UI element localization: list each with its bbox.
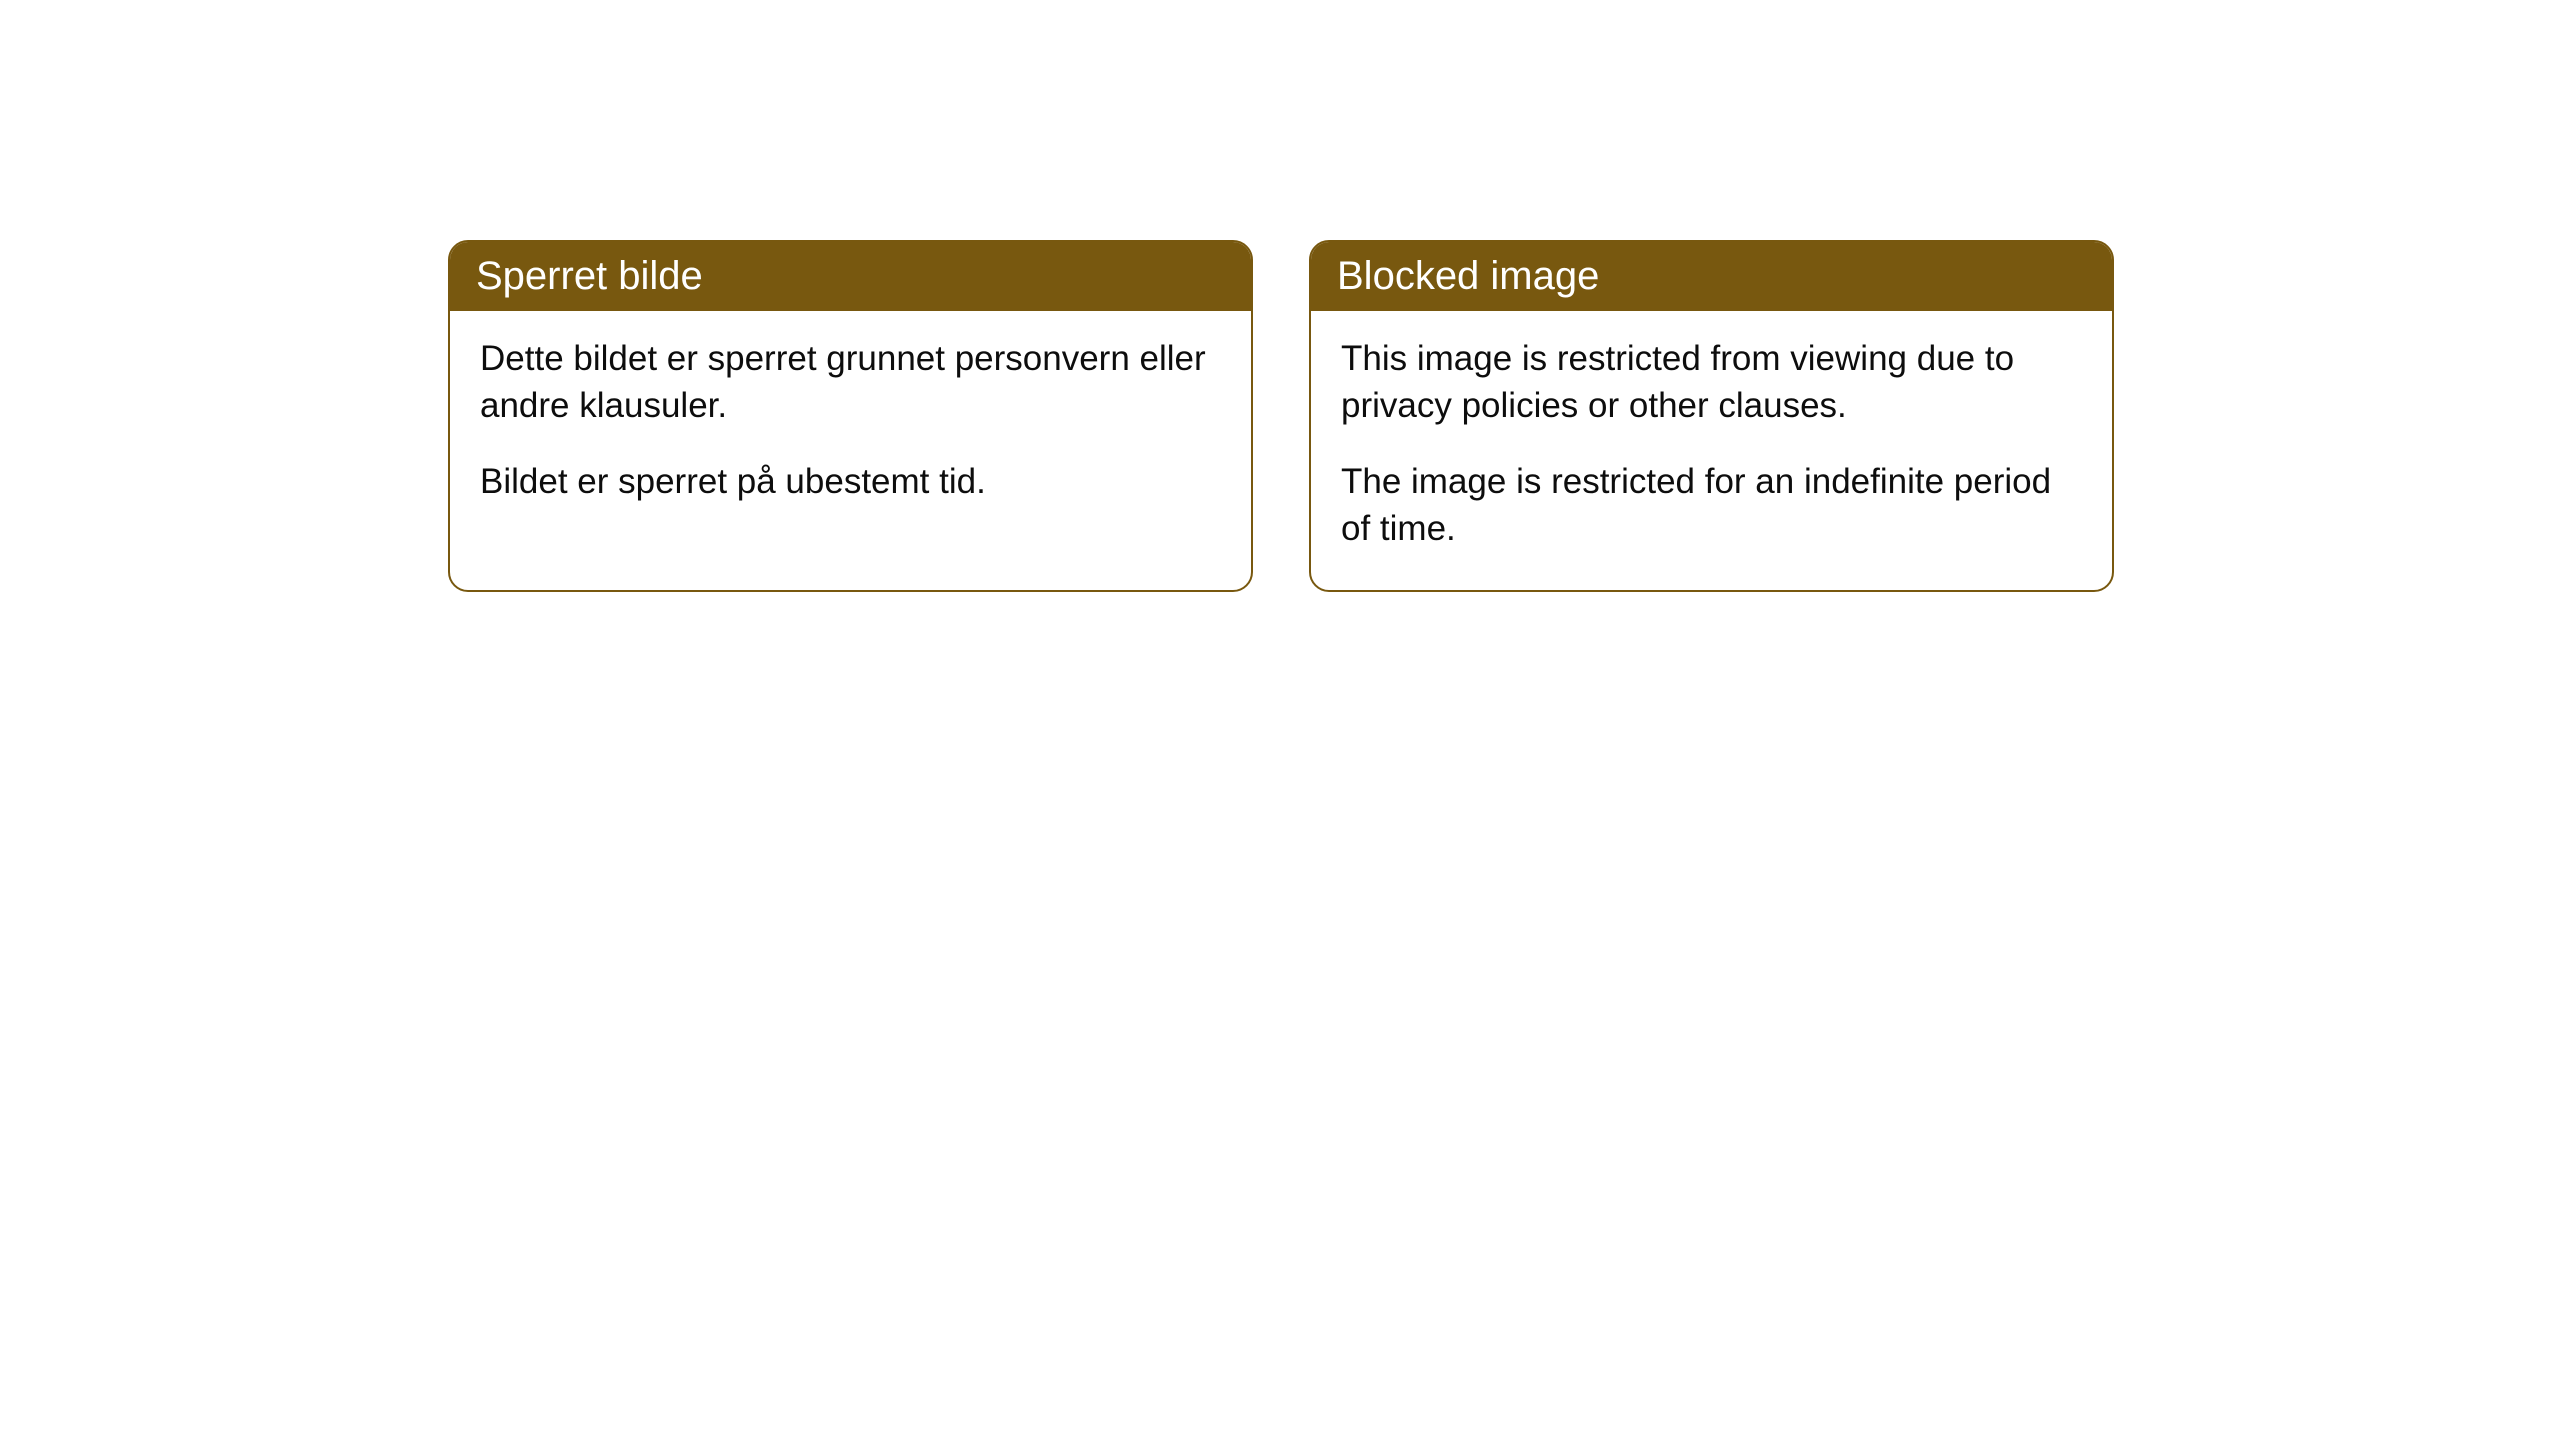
notice-cards-container: Sperret bilde Dette bildet er sperret gr… xyxy=(0,0,2560,592)
card-title: Blocked image xyxy=(1337,254,1599,298)
card-paragraph-1: Dette bildet er sperret grunnet personve… xyxy=(480,335,1221,430)
card-paragraph-2: The image is restricted for an indefinit… xyxy=(1341,458,2082,553)
card-paragraph-2: Bildet er sperret på ubestemt tid. xyxy=(480,458,1221,505)
card-title: Sperret bilde xyxy=(476,254,703,298)
blocked-image-card-norwegian: Sperret bilde Dette bildet er sperret gr… xyxy=(448,240,1253,592)
card-body-norwegian: Dette bildet er sperret grunnet personve… xyxy=(450,311,1251,543)
card-header-norwegian: Sperret bilde xyxy=(450,242,1251,311)
card-header-english: Blocked image xyxy=(1311,242,2112,311)
card-body-english: This image is restricted from viewing du… xyxy=(1311,311,2112,590)
card-paragraph-1: This image is restricted from viewing du… xyxy=(1341,335,2082,430)
blocked-image-card-english: Blocked image This image is restricted f… xyxy=(1309,240,2114,592)
